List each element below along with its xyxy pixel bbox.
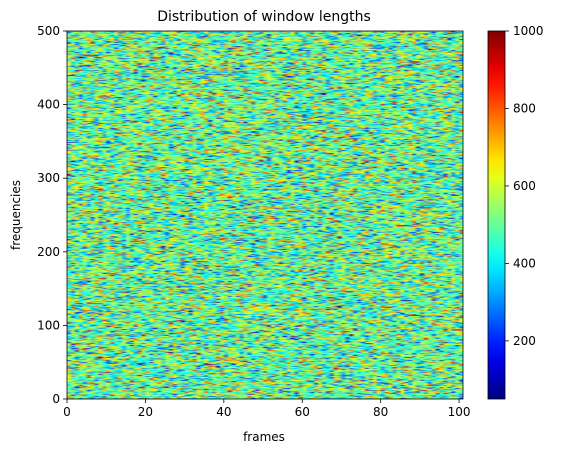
y-tick-label: 400 — [37, 98, 60, 112]
heatmap-image — [67, 31, 463, 399]
plot-frame — [66, 30, 464, 400]
x-axis-label: frames — [243, 430, 285, 444]
y-axis-label: frequencies — [9, 180, 23, 250]
y-tick-label: 500 — [37, 24, 60, 38]
colorbar-tick-label: 600 — [513, 179, 536, 193]
x-tick-label: 100 — [448, 405, 471, 419]
x-tick-label: 60 — [295, 405, 310, 419]
heatmap-area — [66, 30, 464, 400]
y-tick-label: 100 — [37, 318, 60, 332]
colorbar-tick-label: 800 — [513, 101, 536, 115]
colorbar-gradient — [487, 30, 506, 400]
colorbar-tick-label: 1000 — [513, 24, 544, 38]
x-tick-label: 40 — [216, 405, 231, 419]
y-tick-label: 0 — [52, 392, 60, 406]
x-tick-label: 20 — [138, 405, 153, 419]
x-axis-ticks: 0 20 40 60 80 100 — [63, 399, 471, 419]
y-tick-label: 200 — [37, 245, 60, 259]
colorbar-tick-label: 400 — [513, 256, 536, 270]
colorbar: 200 400 600 800 1000 — [487, 24, 544, 400]
x-tick-label: 0 — [63, 405, 71, 419]
y-axis-ticks: 0 100 200 300 400 500 — [37, 24, 67, 406]
chart-title: Distribution of window lengths — [157, 9, 371, 25]
y-tick-label: 300 — [37, 171, 60, 185]
colorbar-tick-label: 200 — [513, 334, 536, 348]
x-tick-label: 80 — [373, 405, 388, 419]
